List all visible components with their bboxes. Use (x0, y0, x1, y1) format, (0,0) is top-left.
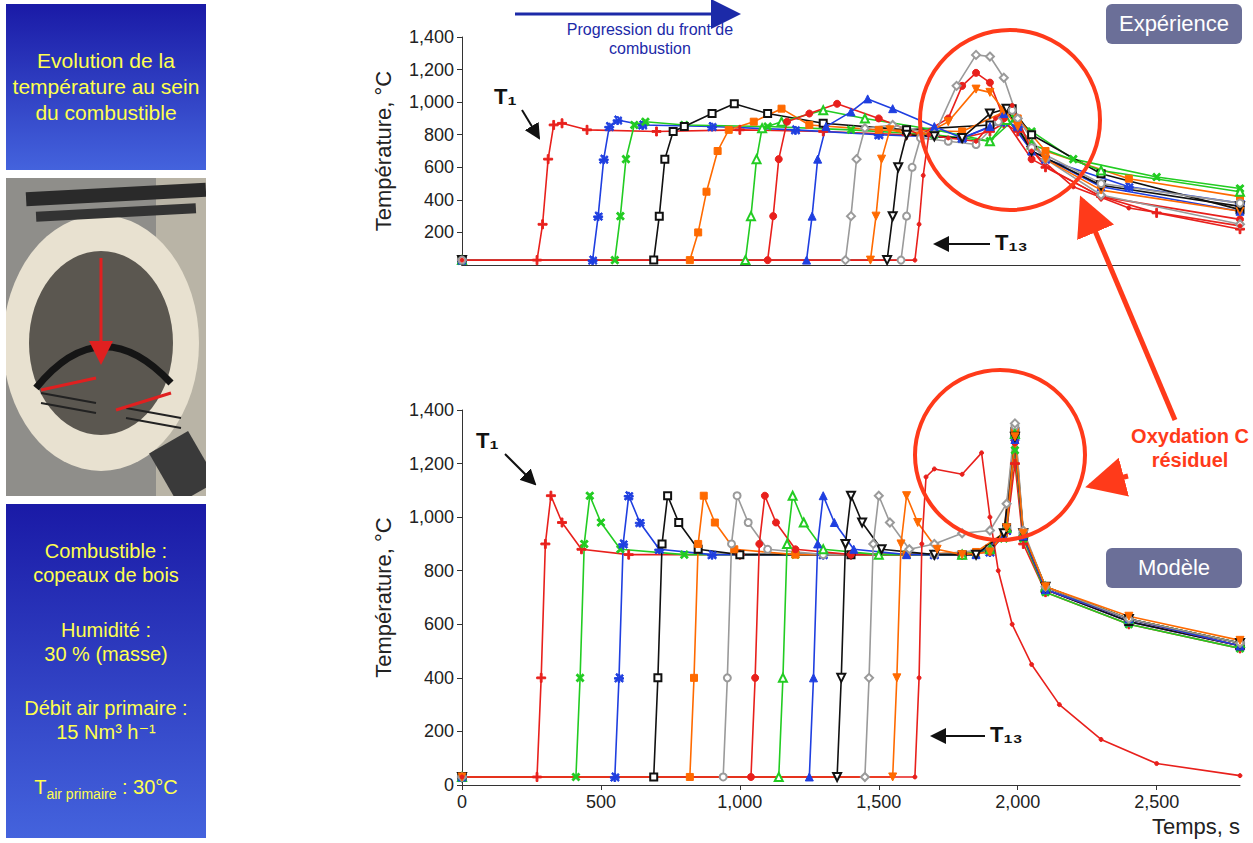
html-text:15 Nm³ h⁻¹: 15 Nm³ h⁻¹ (56, 721, 156, 744)
html-text:Evolution de la température au: Evolution de la température au sein du c… (12, 48, 200, 125)
svg-text:2,500: 2,500 (1134, 792, 1179, 812)
svg-text:2,000: 2,000 (995, 792, 1040, 812)
html-text:Humidité :: Humidité : (61, 618, 151, 641)
html-text:Expérience: Expérience (1119, 11, 1229, 36)
svg-text:200: 200 (424, 721, 454, 741)
html-text:T₁: T₁ (476, 428, 499, 453)
html-text:Progression du front de combus: Progression du front de combustion (566, 21, 734, 58)
svg-text:1,400: 1,400 (409, 27, 454, 47)
svg-text:0: 0 (457, 792, 467, 812)
html-text:copeaux de bois: copeaux de bois (33, 563, 179, 586)
svg-text:800: 800 (424, 125, 454, 145)
svg-text:400: 400 (424, 668, 454, 688)
svg-text:1,000: 1,000 (409, 507, 454, 527)
svg-text:500: 500 (586, 792, 616, 812)
html-text:Modèle: Modèle (1137, 555, 1211, 580)
svg-text:Temps, s: Temps, s (1152, 814, 1240, 839)
svg-text:600: 600 (424, 614, 454, 634)
html-text:Tair primaire: 30°C: Tair primaire: 30°C (34, 776, 178, 803)
html-text:T₁₃: T₁₃ (990, 722, 1023, 747)
html-text:Combustible :: Combustible : (44, 539, 168, 562)
svg-text:1,000: 1,000 (717, 792, 762, 812)
svg-text:200: 200 (424, 222, 454, 242)
svg-text:0: 0 (444, 775, 454, 795)
html-text:T₁: T₁ (494, 84, 517, 109)
html-text:Oxydation C résiduel: Oxydation C résiduel (1131, 425, 1249, 471)
svg-text:1,200: 1,200 (409, 60, 454, 80)
svg-text:1,500: 1,500 (856, 792, 901, 812)
svg-text:1,200: 1,200 (409, 454, 454, 474)
svg-text:1,400: 1,400 (409, 400, 454, 420)
svg-text:1,000: 1,000 (409, 92, 454, 112)
svg-text:Température, °C: Température, °C (371, 71, 396, 232)
html-text:Débit air primaire :: Débit air primaire : (24, 697, 188, 720)
svg-text:600: 600 (424, 157, 454, 177)
html-text:T₁₃: T₁₃ (995, 230, 1028, 255)
svg-text:800: 800 (424, 561, 454, 581)
html-text:30 % (masse): 30 % (masse) (44, 642, 168, 665)
svg-text:400: 400 (424, 190, 454, 210)
svg-text:Température, °C: Température, °C (371, 517, 396, 678)
